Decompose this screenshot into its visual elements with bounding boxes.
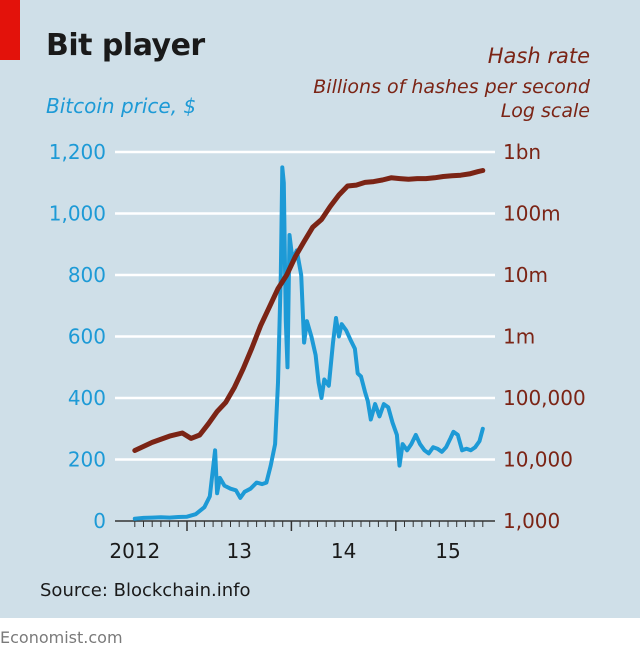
bitcoin-price-line bbox=[132, 165, 485, 521]
chart-plot: 0 200 400 600 800 1,000 1,200 1,000 10,000 100,00… bbox=[49, 140, 586, 563]
x-tick-label: 13 bbox=[226, 539, 251, 563]
left-tick-label: 1,000 bbox=[49, 202, 106, 226]
right-tick-label: 10,000 bbox=[503, 448, 573, 472]
brand-accent-bar bbox=[0, 0, 20, 60]
right-tick-label: 1,000 bbox=[503, 509, 560, 533]
x-tick-label: 2012 bbox=[109, 539, 160, 563]
left-tick-label: 400 bbox=[68, 386, 106, 410]
x-tick-label: 15 bbox=[435, 539, 460, 563]
gridlines bbox=[115, 150, 495, 461]
right-tick-label: 100,000 bbox=[503, 386, 586, 410]
left-tick-label: 600 bbox=[68, 325, 106, 349]
right-tick-label: 1bn bbox=[503, 140, 541, 164]
hash-rate-line bbox=[132, 168, 486, 453]
chart-panel bbox=[0, 0, 640, 618]
left-axis-title: Bitcoin price, $ bbox=[46, 94, 197, 118]
right-tick-label: 100m bbox=[503, 202, 561, 226]
chart-title: Bit player bbox=[46, 28, 205, 63]
footer-credit: Economist.com bbox=[0, 628, 123, 647]
right-axis-title: Hash rate bbox=[487, 44, 590, 68]
x-axis bbox=[115, 520, 495, 531]
x-tick-label: 14 bbox=[331, 539, 356, 563]
source-note: Source: Blockchain.info bbox=[40, 580, 251, 601]
series bbox=[132, 165, 486, 521]
left-tick-label: 800 bbox=[68, 263, 106, 287]
left-tick-label: 1,200 bbox=[49, 140, 106, 164]
right-tick-label: 10m bbox=[503, 263, 548, 287]
left-tick-label: 200 bbox=[68, 448, 106, 472]
axis-labels: 0 200 400 600 800 1,000 1,200 1,000 10,000 100,00… bbox=[49, 140, 586, 563]
right-tick-label: 1m bbox=[503, 325, 535, 349]
left-tick-label: 0 bbox=[93, 509, 106, 533]
right-axis-scale-note: Log scale bbox=[500, 100, 590, 122]
right-axis-units: Billions of hashes per second bbox=[313, 76, 590, 98]
